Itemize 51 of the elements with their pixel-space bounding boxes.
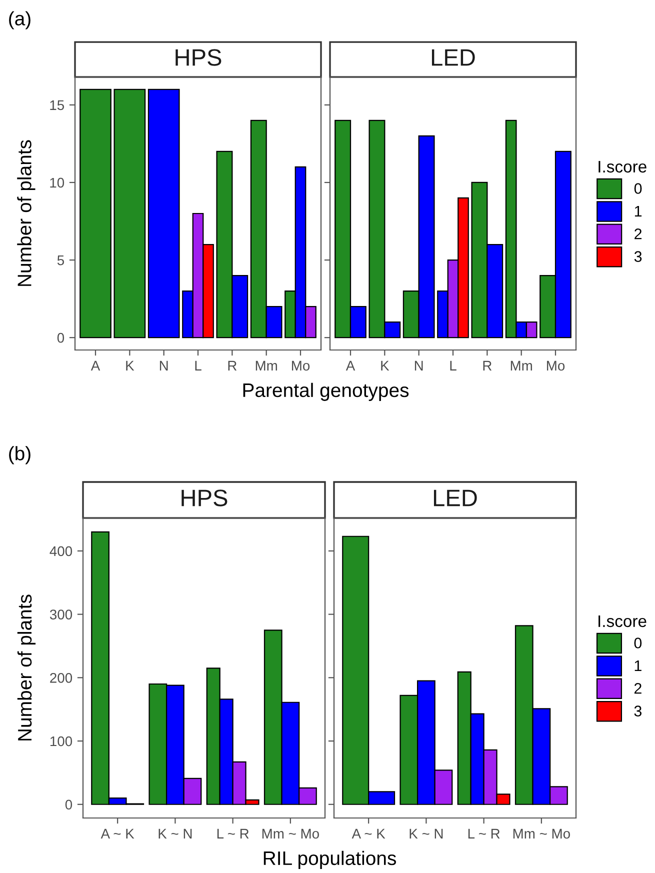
legend-title: I.score bbox=[598, 160, 646, 173]
y-tick-label: 0 bbox=[57, 332, 64, 343]
x-tick-label: L ~ R bbox=[217, 828, 249, 838]
x-tick-label: Mm ~ Mo bbox=[262, 828, 319, 839]
legend-label: 2 bbox=[634, 228, 642, 240]
chart-title: HPS bbox=[176, 49, 222, 66]
x-tick-label: L bbox=[195, 360, 202, 370]
x-tick-label: R bbox=[228, 360, 237, 370]
x-tick-label: A bbox=[90, 360, 100, 370]
chart-title: LED bbox=[434, 490, 477, 506]
y-tick-label: 5 bbox=[57, 256, 64, 266]
x-tick-label: K ~ N bbox=[158, 828, 192, 838]
x-tick-label: N bbox=[414, 360, 423, 370]
legend-label: 3 bbox=[634, 706, 642, 716]
y-tick-label: 0 bbox=[65, 800, 72, 810]
y-tick-label: 10 bbox=[50, 178, 64, 188]
y-tick-label: 15 bbox=[50, 100, 64, 110]
x-axis-title: RIL populations bbox=[264, 850, 396, 869]
chart-title: HPS bbox=[182, 490, 228, 506]
x-tick-label: Mo bbox=[546, 360, 565, 371]
x-tick-label: A bbox=[346, 360, 356, 370]
chart-title: LED bbox=[432, 49, 475, 66]
legend-label: 0 bbox=[634, 638, 642, 648]
x-tick-label: A ~ K bbox=[100, 828, 134, 838]
x-tick-label: A ~ K bbox=[352, 828, 386, 838]
x-tick-label: Mm bbox=[256, 360, 277, 370]
x-tick-label: K ~ N bbox=[410, 828, 443, 838]
y-tick-label: 300 bbox=[50, 610, 72, 620]
legend-label: 1 bbox=[634, 206, 642, 216]
x-tick-label: R bbox=[483, 360, 492, 370]
x-tick-label: Mm bbox=[510, 360, 532, 370]
text: (a) bbox=[9, 11, 30, 30]
legend-label: 2 bbox=[634, 682, 642, 694]
legend-label: 0 bbox=[634, 183, 642, 194]
y-tick-label: 200 bbox=[50, 672, 72, 683]
x-tick-label: L ~ R bbox=[468, 828, 500, 838]
x-tick-label: N bbox=[160, 360, 168, 370]
x-tick-label: L bbox=[450, 360, 456, 370]
y-tick-label: 100 bbox=[50, 736, 72, 746]
x-tick-label: K bbox=[126, 360, 134, 370]
y-axis-title: Number of plants bbox=[17, 140, 36, 286]
x-tick-label: K bbox=[381, 360, 390, 370]
x-tick-label: Mm ~ Mo bbox=[513, 828, 570, 839]
y-axis-title: Number of plants bbox=[17, 594, 36, 740]
legend-label: 3 bbox=[634, 251, 642, 262]
x-axis-title: Parental genotypes bbox=[243, 382, 409, 401]
legend-title: I.score bbox=[598, 615, 646, 628]
legend-label: 1 bbox=[634, 660, 642, 671]
y-tick-label: 400 bbox=[50, 546, 72, 556]
x-tick-label: Mo bbox=[292, 360, 310, 371]
text: (b) bbox=[9, 446, 30, 464]
